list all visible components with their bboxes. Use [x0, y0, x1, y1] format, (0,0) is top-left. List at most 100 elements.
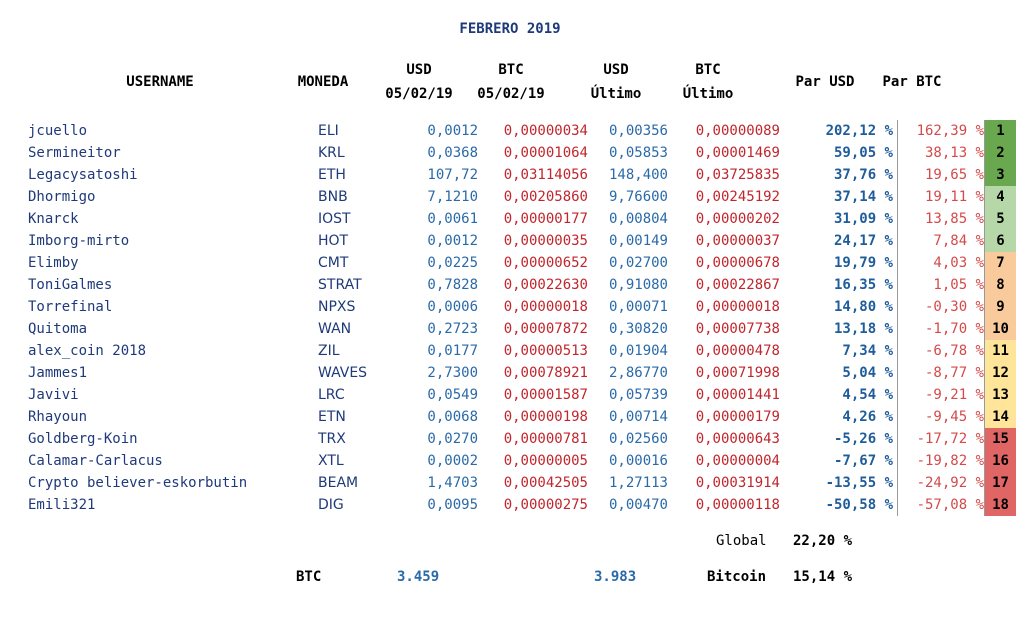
username-cell: alex_coin 2018	[28, 343, 147, 359]
header-par-usd: Par USD	[795, 74, 855, 90]
par-btc-cell: 19,65 %	[897, 164, 985, 186]
table-row: ToniGalmes STRAT 0,7828 0,00022630 0,91080 0,…	[0, 274, 1016, 296]
rank-cell: 2	[984, 142, 1016, 164]
table-row: Rhayoun ETN 0,0068 0,00000198 0,00714 0,00000…	[0, 406, 1016, 428]
table-row: Elimby CMT 0,0225 0,00000652 0,02700 0,000006…	[0, 252, 1016, 274]
username-cell: Legacysatoshi	[28, 167, 138, 183]
header-username: USERNAME	[126, 74, 194, 90]
usd-last-cell: 0,05739	[608, 387, 668, 403]
header-btc-start: BTC 05/02/19	[468, 58, 554, 106]
ranking-table: jcuello ELI 0,0012 0,00000034 0,00356 0,00000…	[0, 120, 1016, 516]
table-row: Emili321 DIG 0,0095 0,00000275 0,00470 0,0000…	[0, 494, 1016, 516]
par-btc-cell: -6,78 %	[897, 340, 985, 362]
rank-cell: 17	[984, 472, 1016, 494]
btc-last-cell: 0,00000202	[695, 211, 780, 227]
rank-cell: 9	[984, 296, 1016, 318]
header-usd-last-top: USD	[603, 62, 629, 78]
global-value: 22,20 %	[793, 533, 853, 549]
btc-last-cell: 0,00000643	[695, 431, 780, 447]
btc-start-cell: 0,00022630	[503, 277, 588, 293]
usd-start-cell: 107,72	[427, 167, 478, 183]
par-usd-cell: -7,67 %	[780, 450, 898, 472]
usd-last-cell: 0,91080	[608, 277, 668, 293]
coin-cell: ZIL	[318, 343, 340, 359]
usd-start-cell: 0,7828	[427, 277, 478, 293]
par-usd-cell: 14,80 %	[780, 296, 898, 318]
table-row: Dhormigo BNB 7,1210 0,00205860 9,76600 0,0024…	[0, 186, 1016, 208]
usd-start-cell: 0,0006	[427, 299, 478, 315]
coin-cell: ELI	[318, 123, 339, 139]
coin-cell: CMT	[318, 255, 349, 271]
rank-cell: 10	[984, 318, 1016, 340]
btc-last-cell: 0,00022867	[695, 277, 780, 293]
usd-last-cell: 2,86770	[608, 365, 668, 381]
rank-cell: 1	[984, 120, 1016, 142]
par-btc-cell: 19,11 %	[897, 186, 985, 208]
btc-last-cell: 0,00071998	[695, 365, 780, 381]
rank-cell: 18	[984, 494, 1016, 516]
btc-start-cell: 0,00042505	[503, 475, 588, 491]
rank-cell: 3	[984, 164, 1016, 186]
page-title: FEBRERO 2019	[459, 21, 561, 37]
rank-cell: 15	[984, 428, 1016, 450]
usd-last-cell: 0,00149	[608, 233, 668, 249]
header-usd-start-bottom: 05/02/19	[385, 86, 453, 102]
btc-start-cell: 0,00000275	[503, 497, 588, 513]
username-cell: Calamar-Carlacus	[28, 453, 163, 469]
rank-cell: 8	[984, 274, 1016, 296]
par-usd-cell: 7,34 %	[780, 340, 898, 362]
rank-cell: 11	[984, 340, 1016, 362]
rank-cell: 4	[984, 186, 1016, 208]
par-usd-cell: 37,14 %	[780, 186, 898, 208]
par-btc-cell: 4,03 %	[897, 252, 985, 274]
rank-cell: 14	[984, 406, 1016, 428]
btc-usd-start: 3.459	[397, 569, 440, 585]
btc-start-cell: 0,00000177	[503, 211, 588, 227]
username-cell: Knarck	[28, 211, 79, 227]
par-usd-cell: -13,55 %	[780, 472, 898, 494]
coin-cell: WAVES	[318, 365, 368, 381]
par-usd-cell: 202,12 %	[780, 120, 898, 142]
usd-start-cell: 0,0177	[427, 343, 478, 359]
usd-last-cell: 0,00804	[608, 211, 668, 227]
username-cell: Rhayoun	[28, 409, 88, 425]
par-usd-cell: -5,26 %	[780, 428, 898, 450]
header-par-btc: Par BTC	[882, 74, 942, 90]
btc-start-cell: 0,00000513	[503, 343, 588, 359]
usd-last-cell: 0,00071	[608, 299, 668, 315]
par-btc-cell: 162,39 %	[897, 120, 985, 142]
par-usd-cell: 13,18 %	[780, 318, 898, 340]
btc-start-cell: 0,00205860	[503, 189, 588, 205]
btc-last-cell: 0,00001441	[695, 387, 780, 403]
btc-start-cell: 0,00000005	[503, 453, 588, 469]
par-btc-cell: -57,08 %	[897, 494, 985, 516]
par-btc-cell: -9,45 %	[897, 406, 985, 428]
usd-start-cell: 0,0095	[427, 497, 478, 513]
btc-last-cell: 0,00000179	[695, 409, 780, 425]
table-row: Calamar-Carlacus XTL 0,0002 0,00000005 0,000…	[0, 450, 1016, 472]
usd-last-cell: 0,05853	[608, 145, 668, 161]
btc-start-cell: 0,00000018	[503, 299, 588, 315]
usd-last-cell: 9,76600	[608, 189, 668, 205]
header-usd-start: USD 05/02/19	[376, 58, 462, 106]
username-cell: Javivi	[28, 387, 79, 403]
par-usd-cell: 59,05 %	[780, 142, 898, 164]
table-row: Torrefinal NPXS 0,0006 0,00000018 0,00071 0,0…	[0, 296, 1016, 318]
coin-cell: BNB	[318, 189, 348, 205]
par-usd-cell: -50,58 %	[780, 494, 898, 516]
usd-start-cell: 0,0068	[427, 409, 478, 425]
btc-start-cell: 0,00000035	[503, 233, 588, 249]
header-btc-last: BTC Último	[668, 58, 748, 106]
coin-cell: XTL	[318, 453, 344, 469]
header-btc-last-bottom: Último	[682, 86, 734, 102]
par-usd-cell: 19,79 %	[780, 252, 898, 274]
btc-last-cell: 0,00000089	[695, 123, 780, 139]
table-row: Knarck IOST 0,0061 0,00000177 0,00804 0,00000…	[0, 208, 1016, 230]
usd-start-cell: 0,0012	[427, 123, 478, 139]
par-btc-cell: 13,85 %	[897, 208, 985, 230]
usd-start-cell: 0,0061	[427, 211, 478, 227]
usd-start-cell: 0,0225	[427, 255, 478, 271]
usd-last-cell: 0,02560	[608, 431, 668, 447]
par-usd-cell: 31,09 %	[780, 208, 898, 230]
btc-last-cell: 0,00000478	[695, 343, 780, 359]
